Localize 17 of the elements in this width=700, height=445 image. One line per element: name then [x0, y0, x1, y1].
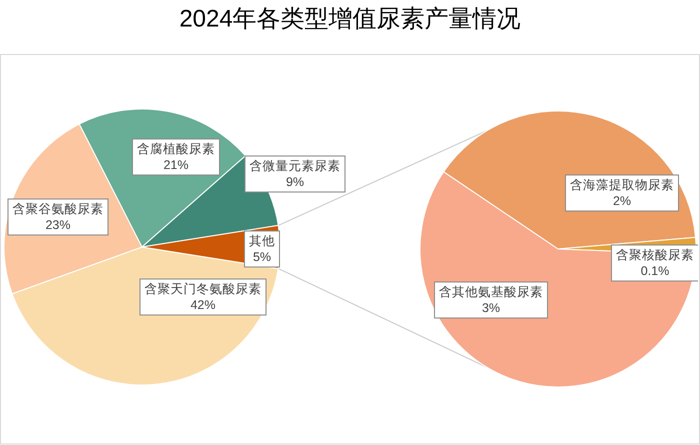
data-label: 42%: [190, 298, 216, 312]
slice-label: 含聚核酸尿素: [616, 248, 694, 262]
data-label: 23%: [45, 218, 71, 232]
data-label: 0.1%: [640, 264, 670, 278]
data-label: 21%: [163, 158, 189, 172]
slice-label: 含其他氨基酸尿素: [439, 285, 543, 299]
slice-label: 含聚天门冬氨酸尿素: [144, 281, 262, 296]
slice-label: 含腐植酸尿素: [137, 142, 215, 156]
slice-label: 其他: [249, 234, 275, 248]
chart-title: 2024年各类型增值尿素产量情况: [179, 6, 521, 32]
data-label: 2%: [612, 194, 632, 208]
slice-label: 含聚谷氨酸尿素: [12, 202, 104, 216]
slice-label: 含微量元素尿素: [250, 159, 340, 173]
slice-label: 含海藻提取物尿素: [570, 178, 674, 192]
data-label: 3%: [482, 301, 500, 315]
data-label: 9%: [286, 175, 304, 189]
data-label: 5%: [252, 250, 272, 264]
